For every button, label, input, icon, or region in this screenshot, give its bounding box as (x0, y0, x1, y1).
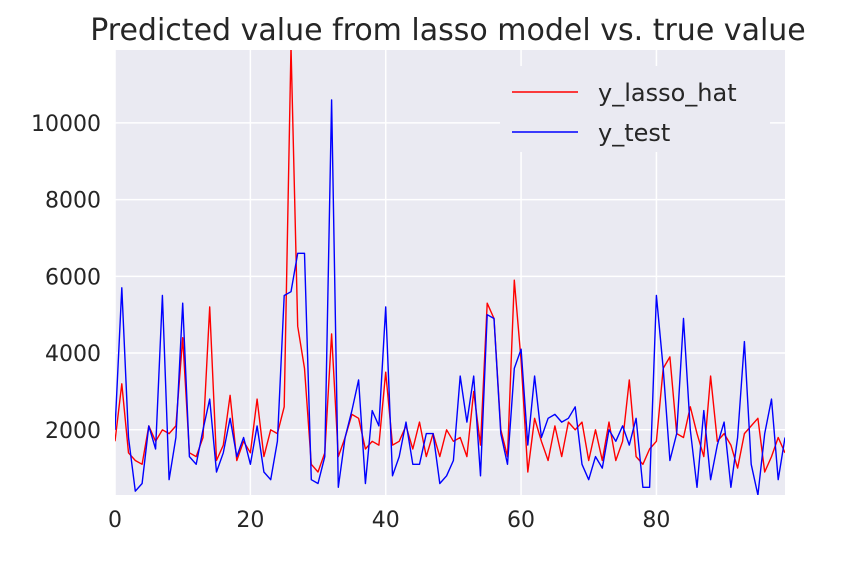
y-tick-label: 8000 (45, 189, 101, 214)
x-tick-label: 80 (642, 508, 670, 533)
series-lines (115, 50, 785, 495)
x-tick-label: 0 (108, 508, 122, 533)
x-axis: 0 20 40 60 80 (108, 508, 670, 533)
chart-title: Predicted value from lasso model vs. tru… (90, 13, 806, 48)
x-tick-label: 40 (372, 508, 400, 533)
y-tick-label: 10000 (31, 112, 101, 137)
y-axis: 2000 4000 6000 8000 10000 (31, 112, 101, 444)
y-tick-label: 6000 (45, 265, 101, 290)
y-tick-label: 2000 (45, 419, 101, 444)
series-line-y-lasso-hat (115, 50, 785, 473)
legend-label-y-test: y_test (598, 119, 670, 147)
y-tick-label: 4000 (45, 342, 101, 367)
x-tick-label: 20 (236, 508, 264, 533)
legend: y_lasso_hat y_test (500, 66, 770, 152)
legend-box (500, 66, 770, 152)
series-line-y-test (115, 99, 785, 495)
legend-label-y-lasso-hat: y_lasso_hat (598, 79, 737, 107)
x-tick-label: 60 (507, 508, 535, 533)
